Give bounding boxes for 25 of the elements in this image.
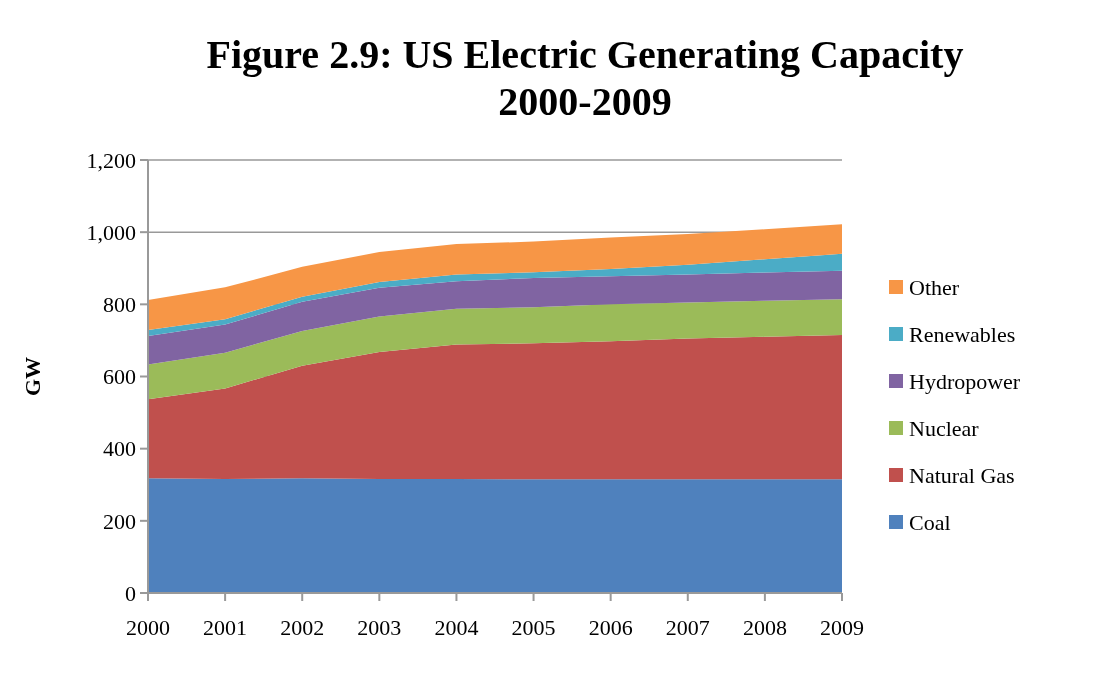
y-tick-label: 200 [103, 508, 136, 534]
chart-title: Figure 2.9: US Electric Generating Capacity 2000-2009 [206, 32, 964, 124]
y-axis-title: GW [20, 356, 45, 397]
x-tick-label: 2009 [820, 615, 864, 640]
x-tick-label: 2001 [203, 615, 248, 640]
y-tick-label: 400 [103, 436, 136, 462]
x-tick-label: 2006 [588, 615, 633, 640]
x-tick-label: 2002 [280, 615, 325, 640]
legend-label: Renewables [909, 321, 1016, 347]
legend-label: Other [909, 274, 960, 300]
legend-label: Natural Gas [909, 462, 1015, 488]
x-tick-label: 2005 [511, 615, 556, 640]
x-tick-label: 2003 [357, 615, 402, 640]
y-tick-label: 600 [103, 364, 136, 390]
y-tick-label: 1,000 [86, 219, 136, 245]
x-tick-label: 2008 [742, 615, 787, 640]
legend-label: Coal [909, 509, 951, 535]
y-tick-label: 0 [125, 580, 136, 606]
y-tick-label: 800 [103, 292, 136, 318]
legend-label: Nuclear [909, 415, 980, 441]
legend-label: Hydropower [909, 368, 1021, 394]
x-tick-label: 2000 [126, 615, 170, 640]
x-tick-label: 2007 [665, 615, 710, 640]
y-tick-label: 1,200 [86, 147, 136, 173]
x-tick-label: 2004 [434, 615, 479, 640]
